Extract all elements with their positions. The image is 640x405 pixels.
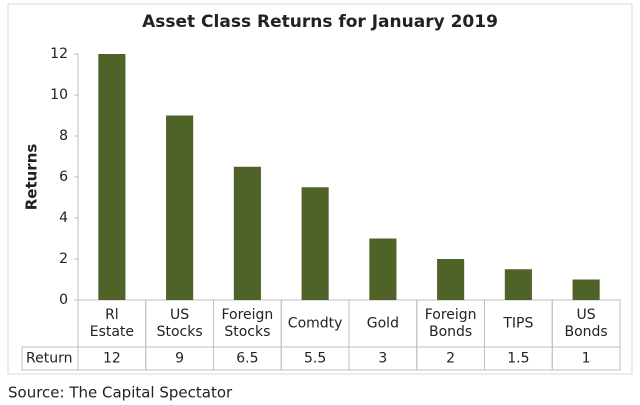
x-tick-label: Stocks bbox=[224, 324, 270, 340]
table-value: 12 bbox=[103, 351, 121, 367]
table-value: 1.5 bbox=[507, 351, 529, 367]
x-tick-label: US bbox=[577, 307, 596, 323]
bar bbox=[572, 279, 600, 300]
x-tick-label: Foreign bbox=[221, 307, 273, 323]
y-tick-label: 0 bbox=[59, 292, 68, 308]
bar bbox=[301, 187, 329, 300]
table-value: 3 bbox=[378, 351, 387, 367]
x-tick-label: Rl bbox=[105, 307, 119, 323]
y-tick-label: 10 bbox=[50, 87, 68, 103]
y-tick-label: 12 bbox=[50, 46, 68, 62]
y-tick-label: 4 bbox=[59, 210, 68, 226]
x-tick-label: Gold bbox=[367, 316, 399, 332]
table-value: 6.5 bbox=[236, 351, 258, 367]
bar bbox=[369, 238, 397, 300]
y-tick-label: 8 bbox=[59, 128, 68, 144]
x-tick-label: TIPS bbox=[502, 316, 533, 332]
x-tick-label: Stocks bbox=[157, 324, 203, 340]
x-tick-label: Estate bbox=[90, 324, 134, 340]
x-tick-label: Foreign bbox=[425, 307, 477, 323]
bar bbox=[233, 166, 261, 300]
y-tick-label: 2 bbox=[59, 251, 68, 267]
table-cell bbox=[551, 346, 621, 371]
x-tick-label: Comdty bbox=[288, 316, 343, 332]
table-value: 1 bbox=[582, 351, 591, 367]
y-axis-title: Returns bbox=[23, 144, 41, 211]
y-tick-label: 6 bbox=[59, 169, 68, 185]
bar bbox=[98, 54, 126, 300]
bar bbox=[166, 115, 194, 300]
x-tick-label: Bonds bbox=[429, 324, 472, 340]
bar bbox=[504, 269, 532, 300]
table-value: 9 bbox=[175, 351, 184, 367]
chart-title: Asset Class Returns for January 2019 bbox=[142, 12, 498, 32]
x-tick-label: Bonds bbox=[565, 324, 608, 340]
source: Source: The Capital Spectator bbox=[8, 384, 233, 402]
table-value: 2 bbox=[446, 351, 455, 367]
table-value: 5.5 bbox=[304, 351, 326, 367]
bar bbox=[437, 259, 465, 300]
table-row-label: Return bbox=[26, 351, 72, 367]
x-tick-label: US bbox=[170, 307, 189, 323]
